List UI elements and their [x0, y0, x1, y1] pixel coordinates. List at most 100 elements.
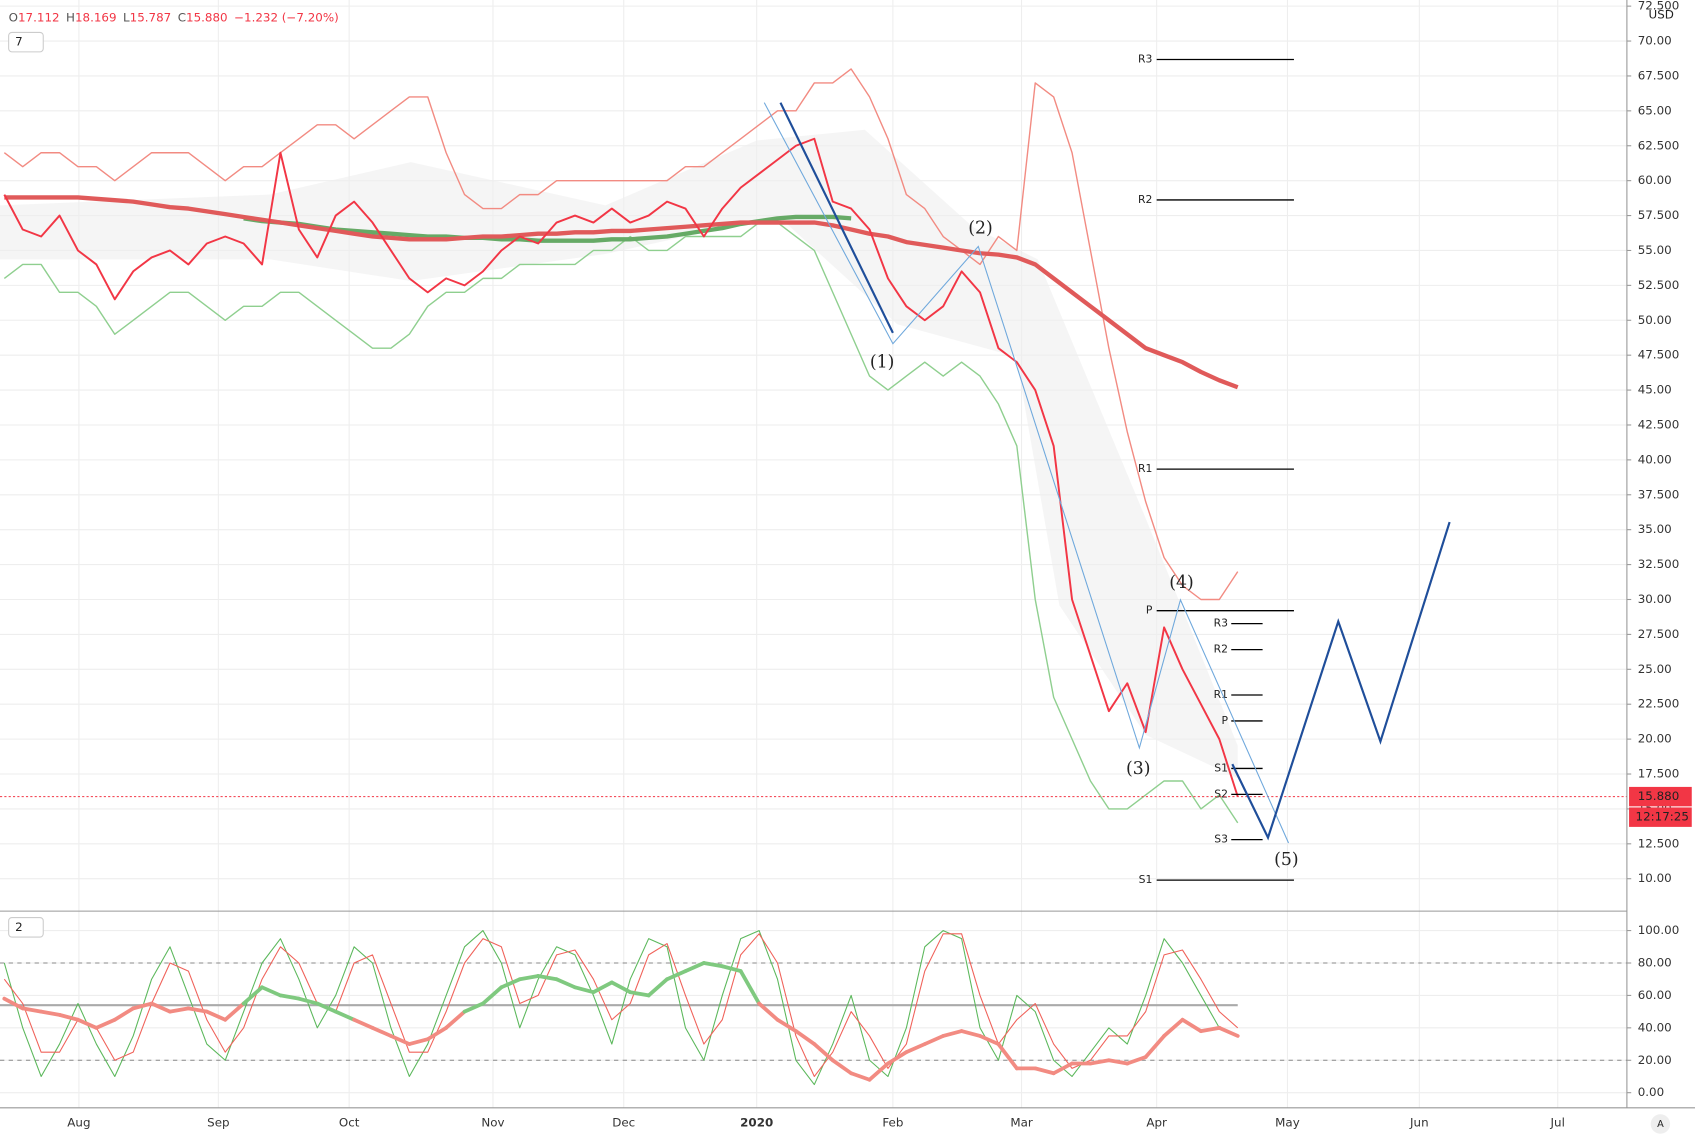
y-tick-label: 20.00 — [1638, 732, 1672, 746]
y-tick-label: 30.00 — [1638, 592, 1672, 606]
y-tick-label: 47.500 — [1638, 348, 1680, 362]
thick-line-segment — [1143, 1034, 1166, 1059]
y-tick-label: 60.00 — [1638, 988, 1672, 1002]
thick-line-segment — [57, 1012, 80, 1022]
indicator-toggle[interactable] — [8, 31, 44, 53]
thick-line-segment — [186, 1006, 209, 1014]
y-tick-label: 17.500 — [1638, 767, 1680, 781]
thick-line-segment — [499, 977, 522, 990]
thick-line-segment — [812, 1042, 835, 1063]
y-tick-label: 80.00 — [1638, 955, 1672, 969]
thick-line-segment — [204, 1009, 228, 1022]
y-tick-label: 40.00 — [1638, 1020, 1672, 1034]
thick-line-segment — [978, 1034, 1001, 1046]
thick-line-segment — [112, 1006, 136, 1022]
thick-line-segment — [76, 1017, 99, 1030]
thick-line-segment — [370, 1025, 393, 1038]
wave-drawing — [763, 102, 1451, 844]
indicator-toggle-label[interactable]: 7 — [15, 35, 23, 49]
y-tick-label: 45.00 — [1638, 383, 1672, 397]
thick-line-segment — [830, 1058, 854, 1076]
y-tick-label: 27.500 — [1638, 627, 1680, 641]
y-tick-label: 57.500 — [1638, 208, 1680, 222]
y-tick-label: 42.500 — [1638, 417, 1680, 431]
pivot-label: R3 — [1138, 52, 1152, 65]
currency-box[interactable] — [1643, 4, 1678, 24]
thick-line-segment — [260, 985, 283, 998]
y-tick-label: 10.00 — [1638, 871, 1672, 885]
thick-line-segment — [1106, 1058, 1130, 1066]
thick-line-segment — [683, 961, 706, 973]
overlay: O17.112 H18.169 L15.787 C15.880 −1.232 (−7.2… — [8, 0, 1692, 1134]
oscillator-toggle-label[interactable]: 2 — [15, 920, 23, 934]
thick-line-segment — [296, 996, 320, 1006]
price-tag — [1629, 786, 1692, 807]
thick-line-segment — [665, 969, 688, 982]
thick-line-segment — [1180, 1017, 1203, 1033]
thick-line-segment — [794, 1029, 817, 1046]
currency[interactable]: USD — [1649, 8, 1674, 22]
thick-line-segment — [462, 1001, 485, 1014]
thick-line-segment — [20, 1006, 44, 1014]
pivot-label: S1 — [1139, 873, 1153, 886]
x-tick-label: Oct — [339, 1115, 360, 1129]
series-line — [3, 68, 1239, 601]
x-tick-label: Sep — [207, 1115, 229, 1129]
countdown-label: 12:17:25 — [1636, 810, 1689, 824]
wave-label: (5) — [1274, 850, 1298, 870]
thick-line-segment — [849, 1071, 872, 1082]
ohlc-key: L — [123, 10, 130, 24]
ohlc-key: H — [66, 10, 75, 24]
series-line — [3, 137, 1239, 797]
pivot-label: R2 — [1214, 643, 1228, 656]
wave-line — [779, 102, 894, 334]
wave-projection — [1231, 521, 1451, 841]
oscillator-plot — [0, 930, 1627, 1086]
thick-line-segment — [131, 1001, 154, 1011]
x-tick-label: Jun — [1409, 1115, 1429, 1129]
thick-line-segment — [333, 1009, 356, 1022]
pivot-label: P — [1221, 714, 1228, 727]
thick-line-segment — [425, 1025, 449, 1042]
wave-label: (1) — [870, 353, 894, 373]
thick-line-segment — [996, 1042, 1019, 1071]
thick-line-segment — [1199, 1025, 1222, 1033]
pivot-label: R1 — [1138, 462, 1152, 475]
thick-line-segment — [1033, 1066, 1056, 1076]
series-line — [3, 933, 1239, 1078]
y-tick-label: 12.500 — [1638, 836, 1680, 850]
ohlc-key: C — [178, 10, 186, 24]
pivot-label: S1 — [1214, 761, 1228, 774]
x-tick-label: 2020 — [740, 1115, 773, 1129]
x-tick-label: Jul — [1550, 1115, 1565, 1129]
y-tick-label: 55.00 — [1638, 243, 1672, 257]
thick-line-segment — [278, 993, 301, 1001]
thick-line-segment — [886, 1050, 909, 1066]
wave-label: (3) — [1126, 759, 1150, 779]
y-tick-label: 52.500 — [1638, 278, 1680, 292]
ohlc-value: 15.880 — [186, 10, 228, 24]
thick-line-segment — [701, 961, 725, 969]
oscillator-toggle[interactable] — [8, 917, 44, 938]
y-tick-label: 0.00 — [1638, 1085, 1664, 1099]
thick-line-segment — [168, 1006, 191, 1014]
x-tick-label: May — [1275, 1115, 1300, 1129]
thick-line-segment — [2, 996, 25, 1011]
y-tick-label: 25.00 — [1638, 662, 1672, 676]
y-tick-label: 60.00 — [1638, 173, 1672, 187]
thick-line-segment — [149, 1001, 172, 1014]
ohlc-value: 15.787 — [130, 10, 172, 24]
thick-line-segment — [867, 1061, 890, 1082]
auto-scale-button[interactable] — [1650, 1114, 1671, 1134]
auto-scale-label[interactable]: A — [1657, 1119, 1664, 1130]
thick-line-segment — [315, 1001, 338, 1014]
pivot-label: S3 — [1214, 833, 1228, 846]
y-tick-label: 32.500 — [1638, 557, 1680, 571]
thick-line-segment — [922, 1034, 946, 1046]
thick-line-segment — [352, 1017, 375, 1030]
thick-line-segment — [517, 974, 541, 982]
y-tick-label: 37.500 — [1638, 487, 1680, 501]
series-line — [3, 221, 1239, 824]
y-tick-label: 22.500 — [1638, 697, 1680, 711]
